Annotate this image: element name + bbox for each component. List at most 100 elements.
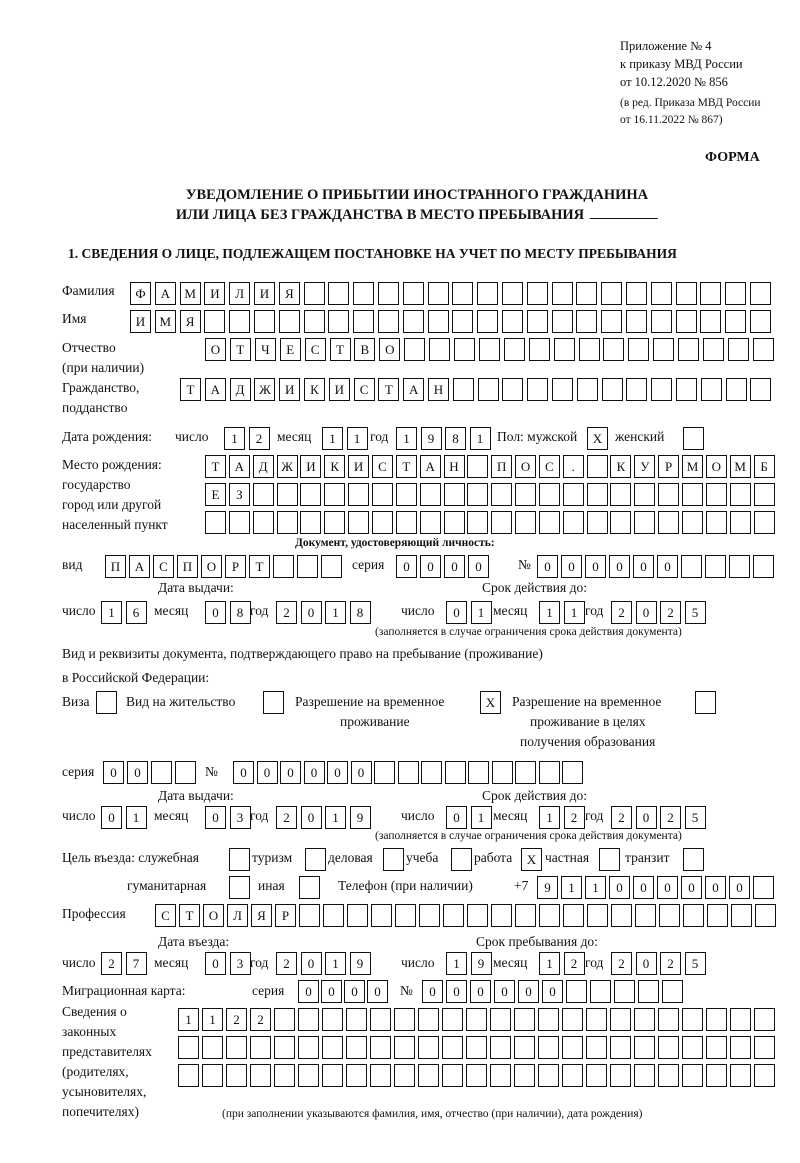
legal-1-cell[interactable]: 1 (178, 1008, 199, 1031)
birthplace-3-cell[interactable] (419, 511, 441, 534)
surname-cell[interactable] (526, 282, 548, 305)
legal-1-cell[interactable] (394, 1008, 415, 1031)
name-cell[interactable] (254, 310, 275, 333)
name-cell[interactable] (576, 310, 598, 333)
birth-day-cell[interactable]: 2 (248, 427, 270, 450)
legal-1-cell[interactable] (634, 1008, 655, 1031)
birth-year-cell[interactable]: 1 (396, 427, 417, 450)
right-number-cell[interactable] (397, 761, 419, 784)
citizenship-cell[interactable] (527, 378, 549, 401)
right-valid-year-cell[interactable]: 2 (611, 806, 632, 829)
birthplace-1-cell[interactable]: К (610, 455, 632, 478)
birthplace-1-cell[interactable]: И (348, 455, 370, 478)
citizenship-cell[interactable] (477, 378, 499, 401)
birthplace-3-cell[interactable] (467, 511, 489, 534)
purpose-tourism-cell[interactable] (305, 848, 326, 871)
name-cell[interactable] (353, 310, 375, 333)
legal-3-cell[interactable] (586, 1064, 607, 1087)
right-number-cell[interactable]: 0 (280, 761, 301, 784)
legal-1-cell[interactable] (538, 1008, 559, 1031)
birthplace-3-cell[interactable] (395, 511, 417, 534)
right-issue-year-cell[interactable]: 0 (300, 806, 322, 829)
citizenship-cell[interactable]: Ж (254, 378, 276, 401)
citizenship-cell[interactable] (700, 378, 722, 401)
name-cell[interactable] (601, 310, 623, 333)
name-cell[interactable] (477, 310, 499, 333)
legal-1-cell[interactable] (466, 1008, 487, 1031)
right-number-cell[interactable] (468, 761, 489, 784)
legal-1-cell[interactable] (658, 1008, 679, 1031)
right-valid-year-cell[interactable]: 5 (684, 806, 706, 829)
id-valid-year-cell[interactable]: 2 (611, 601, 632, 624)
right-issue-day-cell[interactable]: 1 (125, 806, 147, 829)
birthplace-2-cell[interactable] (538, 483, 560, 506)
legal-1-cell[interactable]: 1 (202, 1008, 223, 1031)
surname-cell[interactable] (452, 282, 474, 305)
phone-cell[interactable]: 0 (729, 876, 750, 899)
temp-residence-cell[interactable]: X (480, 691, 501, 714)
id-valid-day-cell[interactable]: 1 (470, 601, 492, 624)
id-issue-year-cell[interactable]: 2 (276, 601, 297, 624)
legal-3-cell[interactable] (442, 1064, 463, 1087)
id-number-cell[interactable] (729, 555, 750, 578)
profession-cell[interactable] (419, 904, 440, 927)
right-number-cell[interactable] (538, 761, 560, 784)
legal-3-cell[interactable] (538, 1064, 559, 1087)
birthplace-2-cell[interactable]: Е (205, 483, 226, 506)
profession-cell[interactable] (539, 904, 560, 927)
legal-3-cell[interactable] (394, 1064, 415, 1087)
surname-cell[interactable] (353, 282, 375, 305)
profession-cell[interactable] (323, 904, 344, 927)
id-number-cell[interactable]: 0 (537, 555, 558, 578)
mc-series-cell[interactable]: 0 (298, 980, 319, 1003)
surname-cell[interactable]: Ф (130, 282, 151, 305)
legal-3-cell[interactable] (466, 1064, 487, 1087)
entry-year-cell[interactable]: 2 (276, 952, 297, 975)
mc-number-cell[interactable] (590, 980, 611, 1003)
id-kind-cell[interactable]: С (153, 555, 174, 578)
id-number-cell[interactable]: 0 (633, 555, 654, 578)
patronymic-cell[interactable] (578, 338, 600, 361)
id-kind-cell[interactable] (273, 555, 294, 578)
birthplace-3-cell[interactable] (562, 511, 584, 534)
birthplace-2-cell[interactable] (515, 483, 537, 506)
right-number-cell[interactable]: 0 (303, 761, 325, 784)
name-cell[interactable] (725, 310, 747, 333)
profession-cell[interactable] (491, 904, 512, 927)
patronymic-cell[interactable] (678, 338, 700, 361)
legal-2-cell[interactable] (754, 1036, 775, 1059)
entry-year-cell[interactable]: 0 (300, 952, 322, 975)
legal-3-cell[interactable] (226, 1064, 247, 1087)
profession-cell[interactable] (611, 904, 632, 927)
birthplace-3-cell[interactable] (586, 511, 608, 534)
stay-year-cell[interactable]: 2 (611, 952, 632, 975)
right-series-cell[interactable] (175, 761, 196, 784)
profession-cell[interactable] (443, 904, 464, 927)
birthplace-3-cell[interactable] (252, 511, 274, 534)
birth-month-cell[interactable]: 1 (322, 427, 343, 450)
birthplace-2-cell[interactable] (300, 483, 322, 506)
birthplace-2-cell[interactable] (443, 483, 465, 506)
stay-year-cell[interactable]: 2 (660, 952, 681, 975)
patronymic-cell[interactable]: Т (329, 338, 351, 361)
birth-year-cell[interactable]: 1 (469, 427, 491, 450)
right-number-cell[interactable] (562, 761, 583, 784)
purpose-study-cell[interactable] (451, 848, 472, 871)
birthplace-3-cell[interactable] (705, 511, 727, 534)
birthplace-1-cell[interactable]: Т (205, 455, 226, 478)
mc-number-cell[interactable] (638, 980, 659, 1003)
legal-2-cell[interactable] (274, 1036, 295, 1059)
legal-3-cell[interactable] (706, 1064, 727, 1087)
phone-cell[interactable]: 0 (681, 876, 702, 899)
stay-day-cell[interactable]: 1 (446, 952, 467, 975)
birthplace-2-cell[interactable] (348, 483, 370, 506)
birthplace-2-cell[interactable] (324, 483, 346, 506)
id-kind-cell[interactable]: А (129, 555, 150, 578)
entry-month-cell[interactable]: 3 (229, 952, 251, 975)
id-kind-cell[interactable] (297, 555, 318, 578)
birthplace-2-cell[interactable] (491, 483, 513, 506)
legal-3-cell[interactable] (658, 1064, 679, 1087)
patronymic-cell[interactable] (752, 338, 774, 361)
surname-cell[interactable]: И (204, 282, 226, 305)
id-valid-month-cell[interactable]: 1 (539, 601, 560, 624)
